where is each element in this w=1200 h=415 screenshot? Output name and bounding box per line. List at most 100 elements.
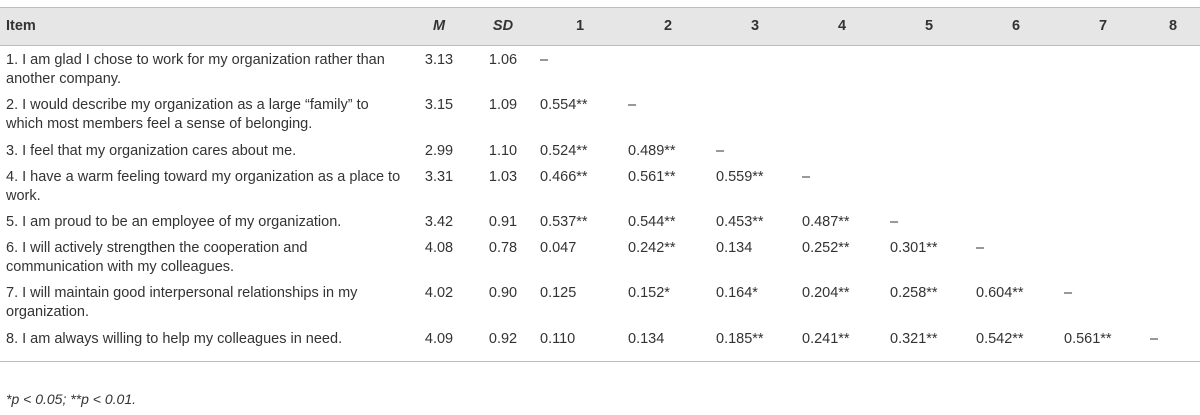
- correlation-cell: 0.466**: [540, 168, 588, 185]
- correlation-cell: [972, 163, 1060, 208]
- correlation-cell: 0.604**: [976, 285, 1024, 302]
- correlation-cell: –: [890, 213, 899, 230]
- sd-cell: 0.90: [488, 285, 518, 302]
- correlation-cell: [624, 46, 712, 92]
- sd-cell: 1.06: [488, 52, 518, 68]
- header-col-4: 4: [798, 7, 886, 46]
- table-footnote: *p < 0.05; **p < 0.01.: [6, 391, 136, 407]
- correlation-cell: 0.301**: [890, 240, 938, 256]
- mean-cell: 4.09: [408, 324, 470, 362]
- mean-cell: 3.13: [424, 52, 454, 68]
- mean-cell: 2.99: [424, 142, 454, 159]
- correlation-cell: 0.554**: [540, 97, 588, 114]
- correlation-cell: [972, 46, 1060, 92]
- correlation-cell: 0.524**: [540, 142, 588, 159]
- correlation-cell: [798, 46, 886, 92]
- mean-cell: 3.42: [424, 213, 454, 230]
- correlation-cell: [972, 137, 1060, 163]
- header-col-2: 2: [624, 7, 712, 46]
- correlation-cell: –: [540, 52, 549, 68]
- correlation-cell: [886, 163, 972, 208]
- sd-cell: 1.10: [488, 142, 518, 159]
- correlation-cell: 0.242**: [628, 240, 676, 256]
- header-col-3: 3: [712, 7, 798, 46]
- correlation-cell: 0.561**: [628, 168, 676, 185]
- table-row: 7. I will maintain good interpersonal re…: [0, 279, 1200, 324]
- correlation-cell: [1146, 137, 1200, 163]
- correlation-cell: 0.185**: [712, 324, 798, 362]
- mean-cell: 4.08: [424, 240, 454, 256]
- header-mean: M: [408, 7, 470, 46]
- correlation-cell: [712, 91, 798, 136]
- correlation-cell: [798, 137, 886, 163]
- table-row: 6. I will actively strengthen the cooper…: [0, 234, 1200, 279]
- correlation-cell: [1146, 91, 1200, 136]
- correlation-cell: –: [802, 168, 811, 185]
- correlation-cell: 0.487**: [802, 213, 850, 230]
- header-col-8: 8: [1146, 7, 1200, 46]
- correlation-cell: 0.537**: [540, 213, 588, 230]
- correlation-cell: [886, 91, 972, 136]
- table-row: 3. I feel that my organization cares abo…: [0, 137, 1200, 163]
- correlation-cell: [886, 137, 972, 163]
- correlation-cell: 0.258**: [890, 285, 938, 302]
- correlation-cell: 0.047: [540, 240, 577, 256]
- sd-cell: 0.92: [470, 324, 536, 362]
- table-row: 5. I am proud to be an employee of my or…: [0, 208, 1200, 234]
- correlation-cell: 0.542**: [972, 324, 1060, 362]
- table-row: 2. I would describe my organization as a…: [0, 91, 1200, 136]
- correlation-cell: 0.204**: [802, 285, 850, 302]
- correlation-cell: 0.134: [716, 240, 753, 256]
- correlation-cell: 0.453**: [716, 213, 764, 230]
- correlation-cell: [1060, 234, 1146, 279]
- item-text-cell: 4. I have a warm feeling toward my organ…: [6, 168, 401, 204]
- table-row: 8. I am always willing to help my collea…: [0, 324, 1200, 362]
- correlation-cell: 0.125: [540, 285, 577, 302]
- header-col-6: 6: [972, 7, 1060, 46]
- correlation-cell: –: [716, 142, 725, 159]
- mean-cell: 3.15: [424, 97, 454, 114]
- correlation-cell: [1146, 163, 1200, 208]
- correlation-cell: 0.489**: [628, 142, 676, 159]
- item-text-cell: 3. I feel that my organization cares abo…: [6, 142, 297, 159]
- table-row: 4. I have a warm feeling toward my organ…: [0, 163, 1200, 208]
- item-text-cell: 7. I will maintain good interpersonal re…: [6, 285, 358, 321]
- sd-cell: 0.91: [488, 213, 518, 230]
- correlation-cell: –: [976, 240, 985, 256]
- mean-cell: 4.02: [424, 285, 454, 302]
- correlation-cell: [712, 46, 798, 92]
- item-text-cell: 8. I am always willing to help my collea…: [0, 324, 408, 362]
- correlation-cell: 0.544**: [628, 213, 676, 230]
- correlation-cell: –: [1064, 285, 1073, 302]
- correlation-cell: [1060, 46, 1146, 92]
- correlation-cell: 0.134: [624, 324, 712, 362]
- correlation-cell: [1060, 137, 1146, 163]
- correlation-cell: [1146, 208, 1200, 234]
- table-header: Item M SD 1 2 3 4 5 6 7 8: [0, 7, 1200, 46]
- correlation-cell: 0.241**: [798, 324, 886, 362]
- item-text-cell: 1. I am glad I chose to work for my orga…: [6, 52, 385, 88]
- header-row: Item M SD 1 2 3 4 5 6 7 8: [0, 7, 1200, 46]
- item-text-cell: 6. I will actively strengthen the cooper…: [6, 240, 308, 276]
- correlation-cell: 0.321**: [886, 324, 972, 362]
- header-sd: SD: [470, 7, 536, 46]
- correlation-cell: [886, 46, 972, 92]
- sd-cell: 0.78: [488, 240, 518, 256]
- correlation-table: Item M SD 1 2 3 4 5 6 7 8 1. I am glad I…: [0, 7, 1200, 362]
- table-body: 1. I am glad I chose to work for my orga…: [0, 46, 1200, 362]
- table-row: 1. I am glad I chose to work for my orga…: [0, 46, 1200, 92]
- correlation-cell: [1060, 208, 1146, 234]
- correlation-cell: [972, 208, 1060, 234]
- correlation-cell: [1060, 91, 1146, 136]
- correlation-cell: 0.559**: [716, 168, 764, 185]
- correlation-cell: [798, 91, 886, 136]
- header-col-7: 7: [1060, 7, 1146, 46]
- correlation-cell: –: [1146, 324, 1200, 362]
- sd-cell: 1.03: [488, 168, 518, 185]
- correlation-cell: 0.110: [536, 324, 624, 362]
- item-text-cell: 5. I am proud to be an employee of my or…: [6, 213, 342, 230]
- correlation-cell: 0.561**: [1060, 324, 1146, 362]
- correlation-cell: [1146, 234, 1200, 279]
- sd-cell: 1.09: [488, 97, 518, 114]
